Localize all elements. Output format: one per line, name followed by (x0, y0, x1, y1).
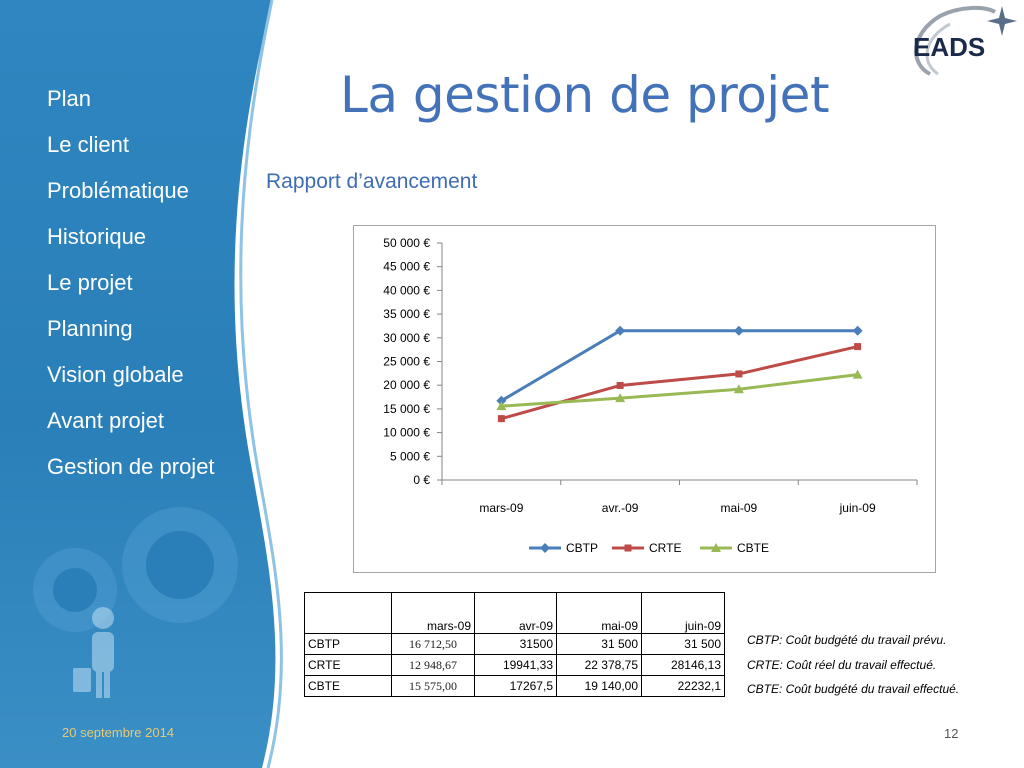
y-tick-label: 35 000 € (383, 307, 430, 321)
table-header: avr-09 (474, 592, 557, 634)
data-point-crte (616, 381, 624, 389)
sidebar-nav: Plan Le client Problématique Historique … (47, 82, 215, 496)
table-header: juin-09 (641, 592, 725, 634)
page-title: La gestion de projet (340, 66, 830, 124)
data-point-cbtp (733, 325, 744, 336)
legend-label: CRTE (649, 541, 681, 555)
x-tick-label: juin-09 (839, 501, 876, 515)
legend-label: CBTP (566, 541, 598, 555)
footer-date: 20 septembre 2014 (62, 725, 175, 740)
y-tick-label: 5 000 € (390, 449, 430, 463)
y-tick-label: 30 000 € (383, 331, 430, 345)
sidebar-item-le-client[interactable]: Le client (47, 132, 129, 157)
table-cell: 12 948,67 (391, 654, 475, 676)
table-cell: 22232,1 (641, 675, 725, 697)
table-row-label: CBTP (304, 633, 392, 655)
legend-marker-cbte (711, 543, 721, 552)
y-tick-label: 20 000 € (383, 378, 430, 392)
table-cell: 16 712,50 (391, 633, 475, 655)
sidebar-item-le-projet[interactable]: Le projet (47, 270, 133, 295)
table-row: CRTE 12 948,67 19941,33 22 378,75 28146,… (304, 654, 725, 676)
x-tick-label: mars-09 (479, 501, 523, 515)
y-tick-label: 45 000 € (383, 260, 430, 274)
table-row-label: CBTE (304, 675, 392, 697)
x-tick-label: avr.-09 (602, 501, 639, 515)
data-point-cbtp (615, 325, 626, 336)
table-cell: 19 140,00 (556, 675, 642, 697)
legend-label: CBTE (737, 541, 769, 555)
table-cell: 17267,5 (474, 675, 557, 697)
data-point-cbtp (852, 325, 863, 336)
table-row: CBTE 15 575,00 17267,5 19 140,00 22232,1 (304, 675, 725, 697)
definition-cbtp: CBTP: Coût budgété du travail prévu. (747, 633, 947, 647)
data-point-cbte (615, 393, 626, 403)
series-line-cbtp (500, 329, 858, 403)
sidebar-item-planning[interactable]: Planning (47, 316, 133, 341)
data-point-cbte (496, 401, 507, 411)
table-header: mars-09 (391, 592, 475, 634)
line-chart: 0 € 5 000 € 10 000 € 15 000 € 20 000 € 25 000… (383, 236, 918, 555)
table-header-empty (304, 592, 392, 634)
definition-cbte: CBTE: Coût budgété du travail effectué. (747, 682, 960, 696)
table-header: mai-09 (556, 592, 642, 634)
table-header-row: mars-09 avr-09 mai-09 juin-09 (304, 592, 725, 634)
table-cell: 22 378,75 (556, 654, 642, 676)
sidebar-item-historique[interactable]: Historique (47, 224, 147, 249)
legend-marker-cbtp (540, 543, 550, 553)
y-tick-label: 10 000 € (383, 426, 430, 440)
sidebar-item-gestion-de-projet[interactable]: Gestion de projet (47, 454, 215, 479)
table-row-label: CRTE (304, 654, 392, 676)
table-cell: 19941,33 (474, 654, 557, 676)
table-cell: 31 500 (641, 633, 725, 655)
data-point-cbtp (496, 395, 507, 406)
y-tick-label: 25 000 € (383, 355, 430, 369)
sidebar-item-vision-globale[interactable]: Vision globale (47, 362, 184, 387)
y-tick-label: 40 000 € (383, 283, 430, 297)
table-cell: 28146,13 (641, 654, 725, 676)
data-point-crte (735, 370, 743, 378)
data-table: mars-09 avr-09 mai-09 juin-09 CBTP 16 71… (304, 592, 725, 697)
data-point-crte (497, 415, 505, 423)
eads-logo: EADS (913, 5, 1017, 76)
table-cell: 31500 (474, 633, 557, 655)
x-tick-label: mai-09 (721, 501, 758, 515)
logo-text: EADS (913, 32, 985, 62)
table-row: CBTP 16 712,50 31500 31 500 31 500 (304, 633, 725, 655)
table-cell: 15 575,00 (391, 675, 475, 697)
legend-marker-crte (624, 544, 632, 552)
table-cell: 31 500 (556, 633, 642, 655)
sidebar-item-problematique[interactable]: Problématique (47, 178, 189, 203)
y-tick-label: 50 000 € (383, 236, 430, 250)
definition-crte: CRTE: Coût réel du travail effectué. (747, 657, 937, 672)
definitions: CBTP: Coût budgété du travail prévu. CRT… (747, 631, 959, 705)
y-tick-label: 15 000 € (383, 402, 430, 416)
data-point-cbte (733, 384, 744, 394)
data-point-cbte (852, 369, 863, 379)
page-number: 12 (944, 726, 959, 741)
sidebar-item-plan[interactable]: Plan (47, 86, 92, 111)
sidebar-item-avant-projet[interactable]: Avant projet (47, 408, 165, 433)
data-point-crte (854, 343, 862, 351)
subtitle: Rapport d’avancement (266, 170, 478, 193)
series-line-cbte (501, 373, 858, 408)
chart-container: 0 € 5 000 € 10 000 € 15 000 € 20 000 € 25 000… (353, 225, 936, 573)
y-tick-label: 0 € (413, 473, 430, 487)
